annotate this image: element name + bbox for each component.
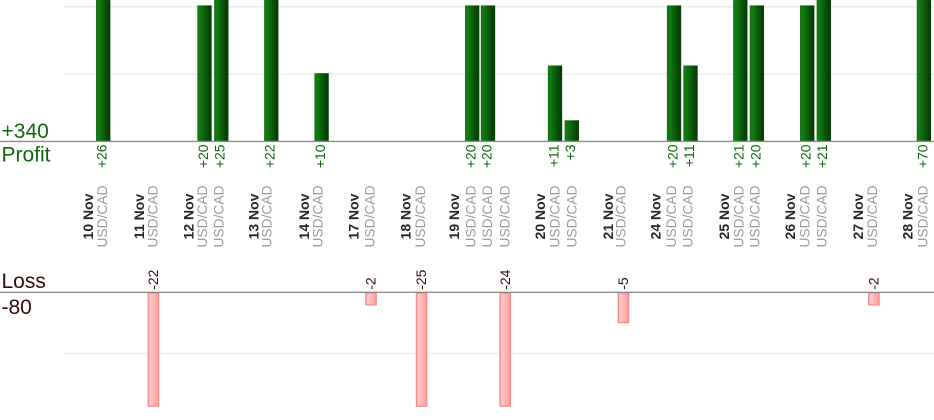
svg-text:20 Nov: 20 Nov [532, 193, 548, 239]
svg-text:+20: +20 [747, 144, 763, 168]
svg-text:+20: +20 [478, 144, 494, 168]
svg-text:11 Nov: 11 Nov [131, 194, 147, 239]
svg-text:USD/CAD: USD/CAD [798, 185, 813, 247]
svg-text:USD/CAD: USD/CAD [463, 185, 478, 247]
svg-text:19 Nov: 19 Nov [446, 193, 462, 239]
svg-text:18 Nov: 18 Nov [397, 193, 413, 239]
svg-text:USD/CAD: USD/CAD [916, 185, 931, 247]
svg-text:17 Nov: 17 Nov [345, 193, 361, 239]
svg-text:USD/CAD: USD/CAD [548, 185, 563, 247]
svg-text:28 Nov: 28 Nov [900, 193, 916, 239]
svg-text:USD/CAD: USD/CAD [362, 185, 377, 247]
svg-text:-5: -5 [615, 277, 631, 290]
svg-text:27 Nov: 27 Nov [850, 193, 866, 239]
svg-text:+20: +20 [798, 144, 814, 168]
svg-text:USD/CAD: USD/CAD [310, 185, 325, 247]
svg-text:USD/CAD: USD/CAD [614, 185, 629, 247]
svg-text:25 Nov: 25 Nov [716, 193, 732, 239]
svg-text:+21: +21 [814, 144, 830, 168]
svg-text:14 Nov: 14 Nov [296, 193, 312, 239]
svg-text:-22: -22 [145, 269, 161, 289]
svg-text:-24: -24 [497, 269, 513, 289]
svg-text:USD/CAD: USD/CAD [664, 185, 679, 247]
svg-text:+3: +3 [562, 144, 578, 160]
svg-text:USD/CAD: USD/CAD [95, 185, 110, 247]
svg-text:USD/CAD: USD/CAD [814, 185, 829, 247]
svg-text:USD/CAD: USD/CAD [497, 185, 512, 247]
svg-text:+25: +25 [212, 144, 228, 168]
svg-text:USD/CAD: USD/CAD [195, 185, 210, 247]
svg-text:+11: +11 [545, 144, 561, 167]
svg-text:+11: +11 [681, 144, 697, 167]
svg-text:USD/CAD: USD/CAD [564, 185, 579, 247]
svg-text:+70: +70 [914, 144, 930, 168]
svg-text:+20: +20 [664, 144, 680, 168]
svg-text:USD/CAD: USD/CAD [145, 185, 160, 247]
svg-text:USD/CAD: USD/CAD [732, 185, 747, 247]
svg-text:-25: -25 [413, 269, 429, 289]
svg-text:10 Nov: 10 Nov [80, 193, 96, 239]
svg-text:-2: -2 [865, 277, 881, 290]
svg-text:USD/CAD: USD/CAD [681, 185, 696, 247]
svg-text:USD/CAD: USD/CAD [413, 185, 428, 247]
svg-text:USD/CAD: USD/CAD [212, 185, 227, 247]
svg-text:+10: +10 [312, 144, 328, 168]
svg-text:21 Nov: 21 Nov [600, 193, 616, 239]
svg-text:USD/CAD: USD/CAD [259, 185, 274, 247]
svg-text:+26: +26 [94, 144, 110, 168]
svg-text:-80: -80 [2, 296, 32, 319]
svg-text:+20: +20 [195, 144, 211, 168]
svg-text:+22: +22 [262, 144, 278, 168]
svg-text:12 Nov: 12 Nov [180, 193, 196, 239]
svg-text:24 Nov: 24 Nov [647, 193, 663, 239]
svg-text:+340: +340 [2, 120, 49, 143]
svg-text:USD/CAD: USD/CAD [480, 185, 495, 247]
svg-text:-2: -2 [363, 277, 379, 290]
svg-text:USD/CAD: USD/CAD [865, 185, 880, 247]
svg-text:+21: +21 [731, 144, 747, 168]
svg-text:Loss: Loss [2, 270, 46, 293]
svg-text:USD/CAD: USD/CAD [747, 185, 762, 247]
svg-text:Profit: Profit [2, 143, 51, 166]
svg-text:+20: +20 [463, 144, 479, 168]
svg-text:26 Nov: 26 Nov [782, 193, 798, 239]
svg-text:13 Nov: 13 Nov [245, 193, 261, 239]
